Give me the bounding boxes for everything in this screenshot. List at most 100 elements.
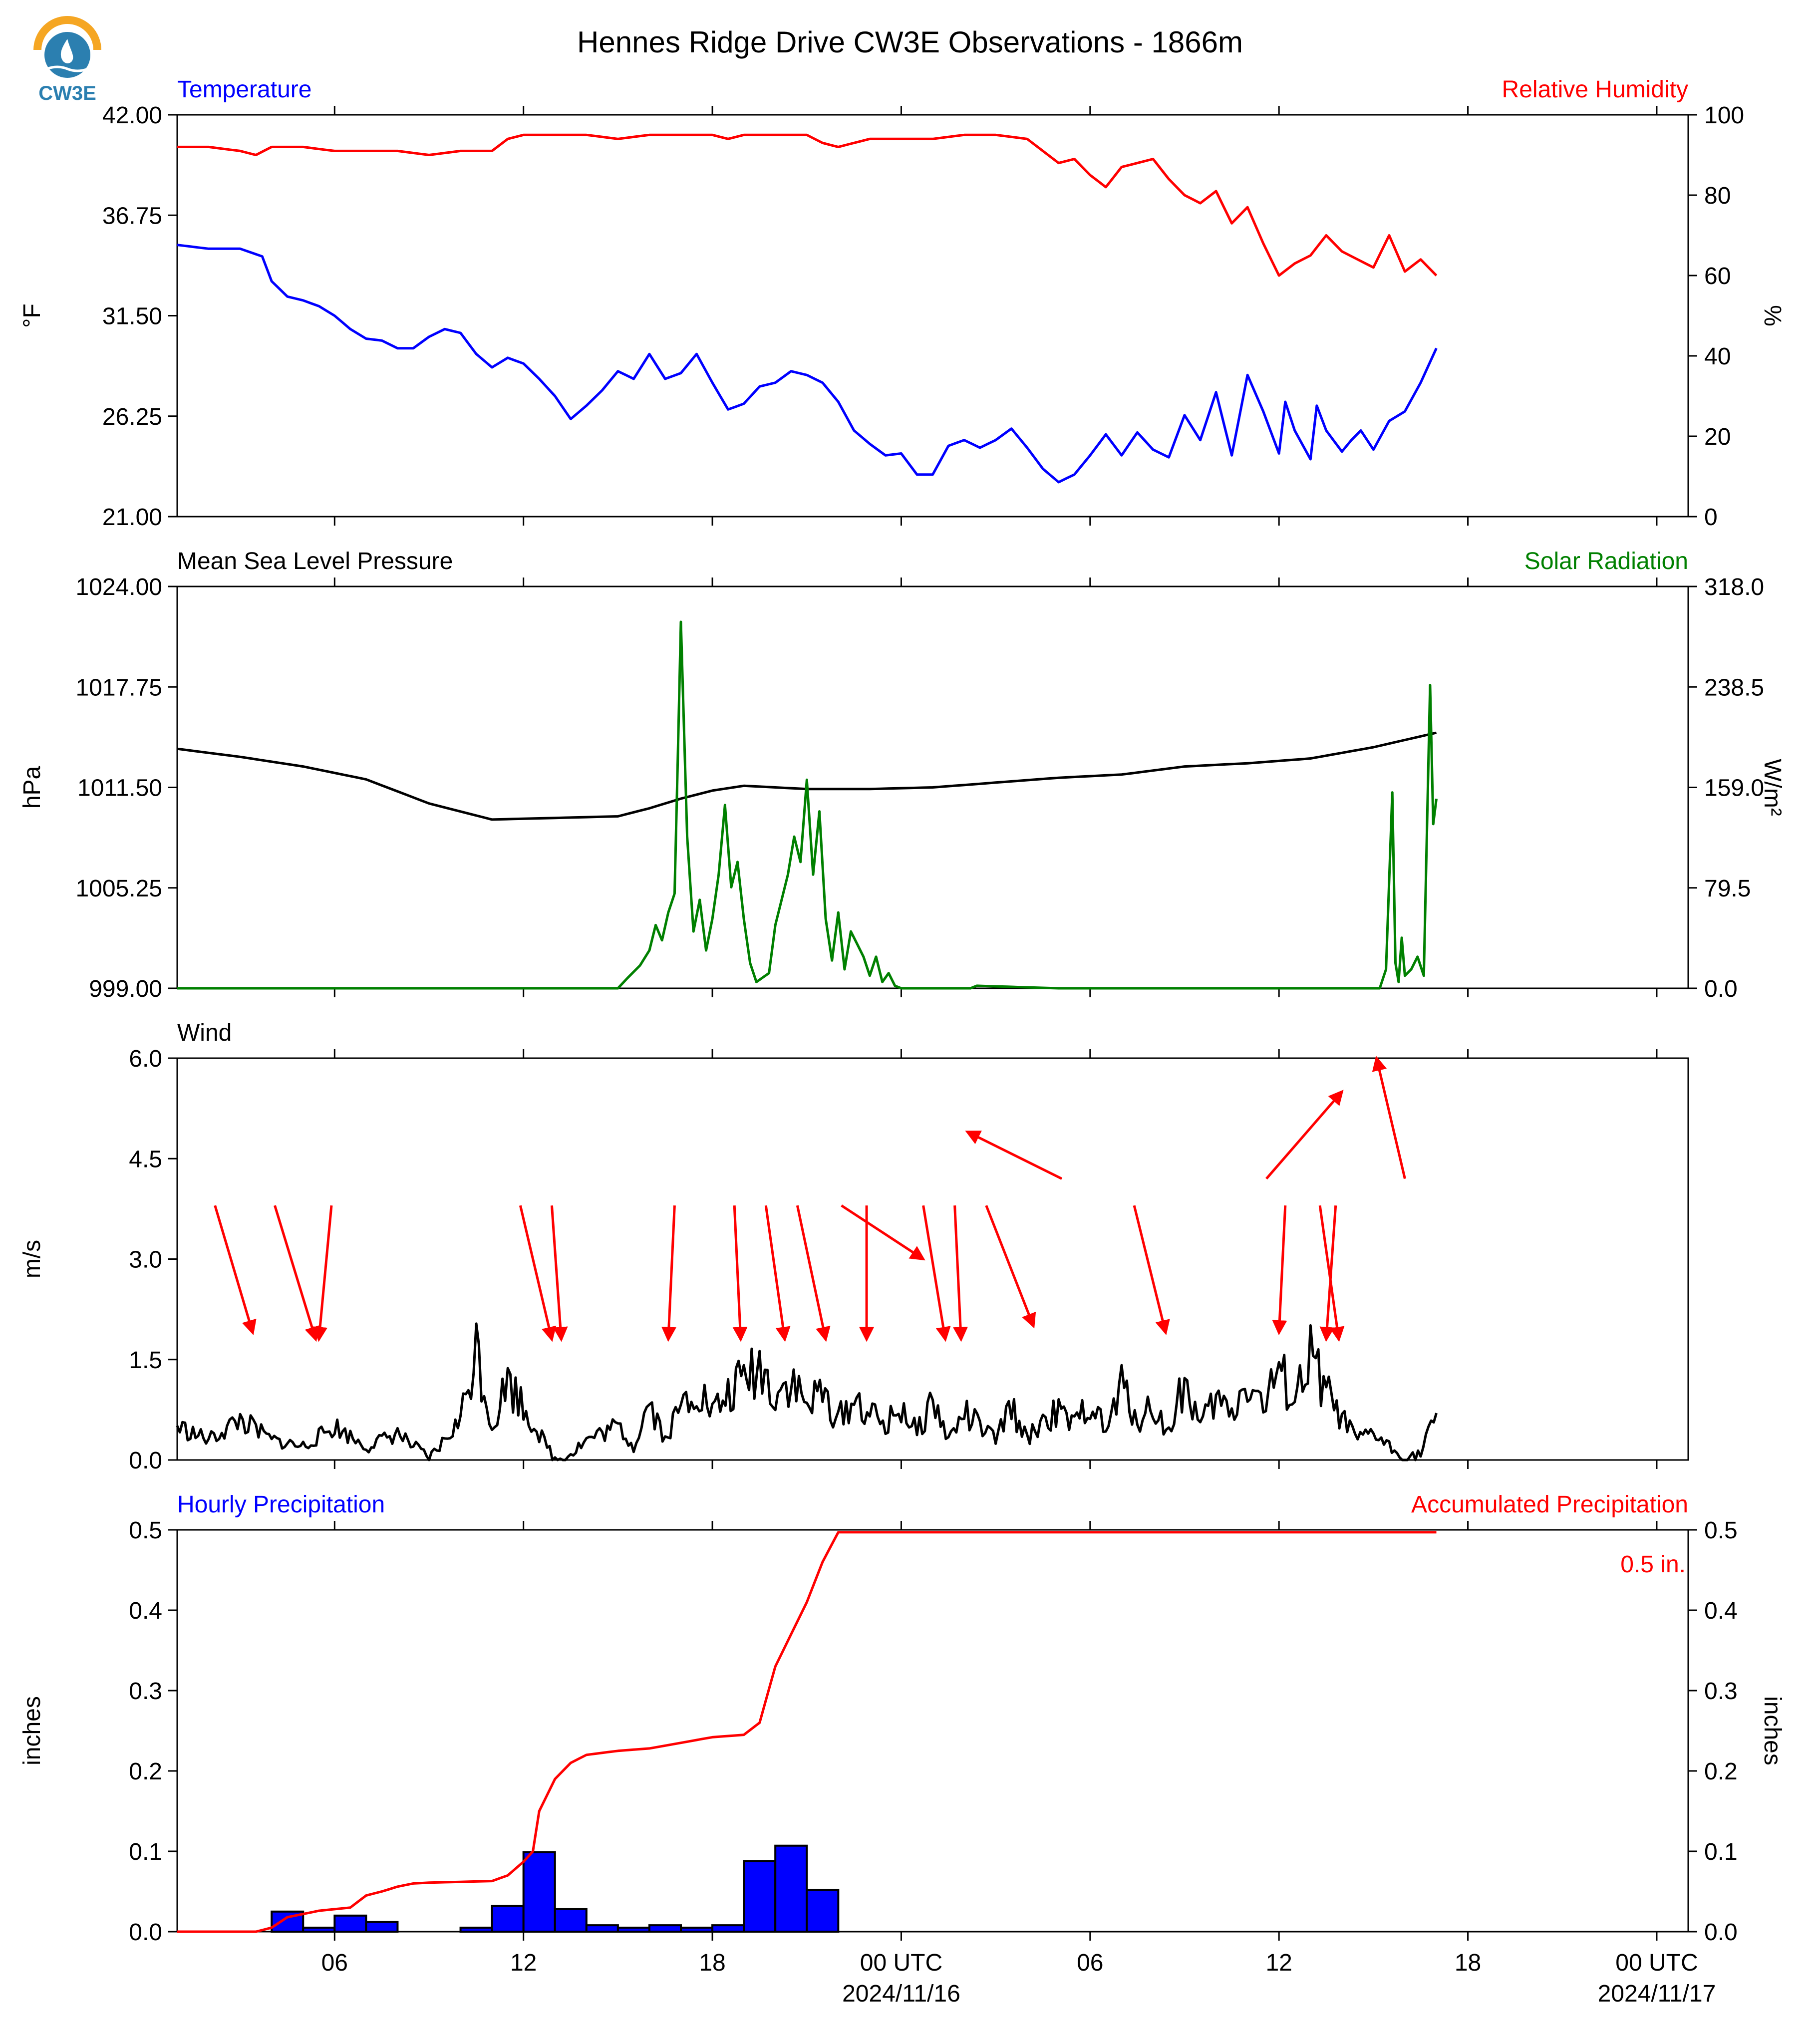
wind-direction-arrow (661, 1205, 676, 1342)
y-tick-label: 0.2 (129, 1758, 162, 1785)
y-tick-label: 0.5 (129, 1517, 162, 1544)
panel-left-title: Wind (177, 1020, 232, 1046)
y2-tick-label: 0.0 (1704, 1919, 1738, 1946)
y-tick-label: 42.00 (102, 102, 162, 129)
wind-direction-arrow (519, 1205, 557, 1342)
y2-tick-label: 100 (1704, 102, 1744, 129)
y-axis-label: hPa (19, 766, 45, 809)
precip-bar (774, 1844, 808, 1933)
y2-axis-label: inches (1759, 1696, 1786, 1765)
y-tick-label: 4.5 (129, 1146, 162, 1172)
plot-frame (176, 114, 1689, 518)
y2-tick-label: 60 (1704, 263, 1731, 290)
relative-humidity-line (177, 133, 1438, 277)
y-tick-label: 0.0 (129, 1448, 162, 1474)
chart-panels: 21.00 26.25 31.50 36.75 42.00 0 20 40 60 80 100 °F%… (19, 76, 1786, 2007)
cw3e-logo: CW3E (30, 15, 105, 110)
precip-bar (648, 1924, 682, 1933)
accumulated-precipitation-line (177, 1531, 1437, 1933)
wind-direction-arrow (764, 1205, 791, 1342)
y-tick-label: 1011.50 (77, 775, 162, 802)
precip-bar (302, 1926, 336, 1933)
wind-direction-arrow (214, 1205, 257, 1335)
wind-line (176, 1322, 1438, 1461)
panel-3: 0.0 1.5 3.0 4.5 6.0 m/s Wind (19, 1020, 1689, 1474)
y2-tick-label: 0.3 (1704, 1678, 1738, 1705)
wind-direction-arrow (1133, 1205, 1170, 1335)
x-tick-label: 00 UTC (860, 1950, 942, 1976)
mean-sea-level-pressure-line (177, 731, 1437, 821)
precip-bar (616, 1926, 650, 1933)
y2-tick-label: 20 (1704, 424, 1731, 450)
y-tick-label: 36.75 (102, 203, 162, 229)
panel-1: 21.00 26.25 31.50 36.75 42.00 0 20 40 60 80 100 °F%… (19, 76, 1786, 531)
x-tick-label: 18 (1455, 1950, 1481, 1976)
precip-bar (491, 1905, 525, 1933)
precip-bar (680, 1926, 714, 1933)
x-tick-date-label: 2024/11/16 (842, 1981, 960, 2007)
precip-bar (459, 1926, 493, 1933)
wind-direction-arrow (1318, 1205, 1345, 1342)
y2-tick-label: 0.5 (1704, 1517, 1738, 1544)
wind-direction-arrow (1372, 1056, 1406, 1179)
wind-direction-arrow (1265, 1090, 1344, 1180)
y-tick-label: 999.00 (89, 976, 162, 1002)
logo-text: CW3E (38, 82, 96, 104)
temperature-line (177, 244, 1438, 484)
y-tick-label: 0.1 (129, 1839, 162, 1865)
x-tick-label: 12 (510, 1950, 537, 1976)
y-tick-label: 0.4 (129, 1598, 162, 1624)
panel-right-title: Relative Humidity (1502, 76, 1688, 103)
y2-tick-label: 0.2 (1704, 1758, 1738, 1785)
y2-tick-label: 79.5 (1704, 875, 1751, 902)
x-tick-label: 06 (321, 1950, 348, 1976)
wind-direction-arrow (985, 1205, 1036, 1329)
y2-tick-label: 0.4 (1704, 1598, 1738, 1624)
panel-right-title: Accumulated Precipitation (1411, 1491, 1688, 1518)
panel-left-title: Temperature (177, 76, 311, 103)
x-tick-date-label: 2024/11/17 (1598, 1981, 1716, 2007)
panel-right-title: Solar Radiation (1524, 548, 1688, 575)
panel-2: 999.00 1005.25 1011.50 1017.75 1024.00 0.0 79.… (19, 548, 1786, 1002)
logo-arc (33, 16, 101, 50)
panel-left-title: Mean Sea Level Pressure (177, 548, 453, 575)
panel-4: 06 12 18 00 UTC 2024/11/16 06 12 18 00 UTC 2024/1… (19, 1491, 1786, 2007)
y2-axis-label: W/m² (1759, 759, 1786, 816)
wind-direction-arrow (922, 1205, 951, 1342)
wind-direction-arrow (953, 1205, 968, 1342)
logo-drop-icon (60, 39, 73, 63)
wind-direction-arrow (1319, 1205, 1337, 1342)
x-tick-label: 12 (1265, 1950, 1292, 1976)
wind-direction-arrow (732, 1205, 748, 1342)
solar-radiation-line (177, 620, 1438, 990)
y-tick-label: 0.0 (129, 1919, 162, 1946)
y2-axis-label: % (1759, 305, 1786, 326)
chart-title: Hennes Ridge Drive CW3E Observations - 1… (577, 25, 1243, 59)
y2-tick-label: 318.0 (1704, 574, 1764, 600)
y-axis-label: °F (19, 303, 45, 328)
y2-tick-label: 0.0 (1704, 976, 1738, 1002)
wind-direction-arrow (274, 1205, 319, 1342)
y-tick-label: 3.0 (129, 1247, 162, 1273)
y-tick-label: 1024.00 (75, 574, 162, 600)
x-tick-label: 00 UTC (1615, 1950, 1698, 1976)
wind-direction-arrow (796, 1205, 831, 1342)
plot-frame (176, 1529, 1689, 1933)
y2-tick-label: 238.5 (1704, 674, 1764, 701)
precip-bar (365, 1921, 399, 1933)
y-tick-label: 26.25 (102, 404, 162, 430)
y2-tick-label: 80 (1704, 183, 1731, 209)
y-tick-label: 1005.25 (75, 875, 162, 902)
wind-direction-arrow (1272, 1205, 1287, 1336)
precip-bar (333, 1914, 367, 1933)
y-tick-label: 1017.75 (75, 674, 162, 701)
y-tick-label: 21.00 (102, 504, 162, 531)
wind-direction-arrow (312, 1205, 333, 1342)
wind-direction-arrow (841, 1204, 925, 1261)
y2-tick-label: 40 (1704, 343, 1731, 370)
precip-bar (585, 1924, 619, 1933)
precip-bar (743, 1860, 777, 1933)
precip-bar (522, 1851, 556, 1933)
y-tick-label: 1.5 (129, 1347, 162, 1374)
